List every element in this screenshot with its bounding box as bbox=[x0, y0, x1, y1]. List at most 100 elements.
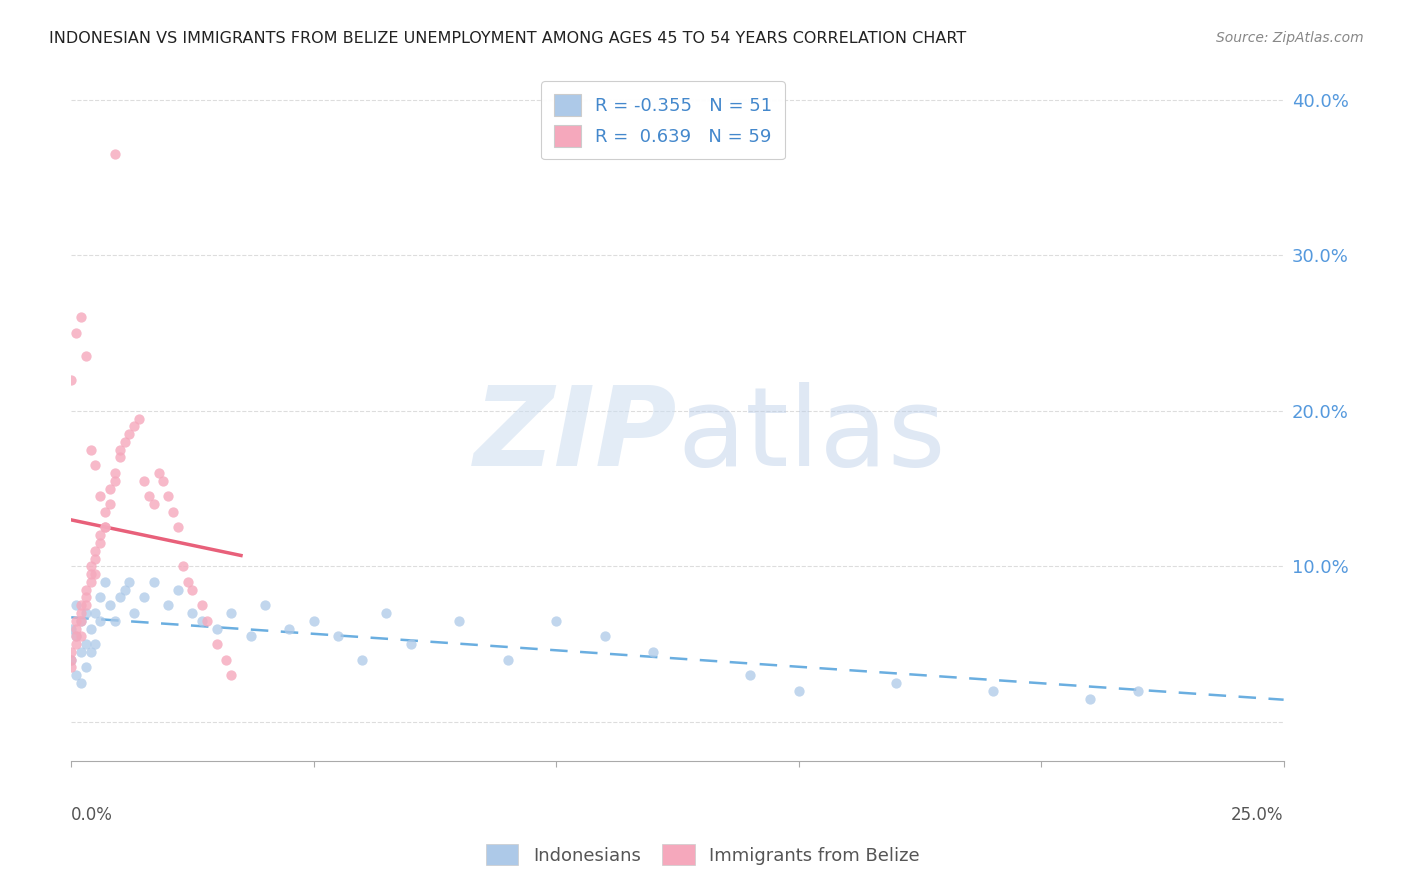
Legend: Indonesians, Immigrants from Belize: Indonesians, Immigrants from Belize bbox=[479, 837, 927, 872]
Point bbox=[65, 326, 87, 340]
Point bbox=[176, 574, 198, 589]
Point bbox=[65, 622, 87, 636]
Text: Source: ZipAtlas.com: Source: ZipAtlas.com bbox=[1216, 31, 1364, 45]
Point bbox=[124, 419, 146, 434]
Point bbox=[375, 606, 398, 620]
Point bbox=[132, 591, 155, 605]
Text: INDONESIAN VS IMMIGRANTS FROM BELIZE UNEMPLOYMENT AMONG AGES 45 TO 54 YEARS CORR: INDONESIAN VS IMMIGRANTS FROM BELIZE UNE… bbox=[49, 31, 966, 46]
Point bbox=[205, 637, 228, 651]
Point bbox=[118, 574, 141, 589]
Point bbox=[75, 606, 97, 620]
Point bbox=[181, 582, 204, 597]
Point bbox=[89, 536, 111, 550]
Point bbox=[79, 567, 101, 582]
Point bbox=[70, 629, 93, 643]
Point bbox=[108, 442, 131, 457]
Point bbox=[70, 614, 93, 628]
Point bbox=[75, 349, 97, 363]
Point bbox=[326, 629, 349, 643]
Point bbox=[1126, 683, 1149, 698]
Point bbox=[60, 622, 83, 636]
Point bbox=[114, 434, 136, 449]
Point bbox=[79, 442, 101, 457]
Point bbox=[84, 606, 107, 620]
Point bbox=[89, 591, 111, 605]
Point bbox=[79, 622, 101, 636]
Point bbox=[167, 582, 190, 597]
Point bbox=[94, 505, 117, 519]
Point bbox=[128, 411, 150, 425]
Text: ZIP: ZIP bbox=[474, 382, 678, 489]
Point bbox=[884, 676, 907, 690]
Point bbox=[94, 574, 117, 589]
Text: 0.0%: 0.0% bbox=[72, 805, 112, 824]
Point bbox=[302, 614, 325, 628]
Legend: R = -0.355   N = 51, R =  0.639   N = 59: R = -0.355 N = 51, R = 0.639 N = 59 bbox=[541, 81, 785, 160]
Point bbox=[496, 653, 519, 667]
Point bbox=[191, 599, 214, 613]
Point bbox=[195, 614, 218, 628]
Point bbox=[75, 660, 97, 674]
Point bbox=[70, 676, 93, 690]
Point bbox=[65, 629, 87, 643]
Point bbox=[108, 450, 131, 465]
Point bbox=[79, 645, 101, 659]
Point bbox=[70, 606, 93, 620]
Point bbox=[75, 637, 97, 651]
Point bbox=[98, 497, 121, 511]
Point bbox=[84, 458, 107, 473]
Point bbox=[239, 629, 262, 643]
Text: atlas: atlas bbox=[678, 382, 946, 489]
Point bbox=[449, 614, 471, 628]
Point bbox=[352, 653, 374, 667]
Point bbox=[75, 599, 97, 613]
Point bbox=[546, 614, 568, 628]
Point bbox=[70, 614, 93, 628]
Point bbox=[65, 637, 87, 651]
Point bbox=[60, 645, 83, 659]
Point bbox=[254, 599, 277, 613]
Point bbox=[142, 497, 165, 511]
Point bbox=[152, 474, 174, 488]
Point bbox=[104, 614, 127, 628]
Point bbox=[205, 622, 228, 636]
Point bbox=[108, 591, 131, 605]
Point bbox=[89, 489, 111, 503]
Point bbox=[60, 660, 83, 674]
Point bbox=[172, 559, 194, 574]
Point bbox=[89, 528, 111, 542]
Point bbox=[191, 614, 214, 628]
Point bbox=[118, 427, 141, 442]
Point bbox=[84, 567, 107, 582]
Point bbox=[84, 551, 107, 566]
Point bbox=[98, 482, 121, 496]
Point bbox=[124, 606, 146, 620]
Point bbox=[60, 373, 83, 387]
Point bbox=[132, 474, 155, 488]
Point bbox=[593, 629, 616, 643]
Point bbox=[181, 606, 204, 620]
Point bbox=[75, 582, 97, 597]
Point bbox=[148, 466, 170, 480]
Point bbox=[70, 599, 93, 613]
Point bbox=[60, 653, 83, 667]
Point bbox=[157, 599, 180, 613]
Point bbox=[94, 520, 117, 534]
Point bbox=[65, 629, 87, 643]
Point bbox=[114, 582, 136, 597]
Point bbox=[740, 668, 762, 682]
Point bbox=[65, 599, 87, 613]
Point bbox=[70, 310, 93, 325]
Point bbox=[981, 683, 1004, 698]
Point bbox=[1078, 691, 1101, 706]
Text: 25.0%: 25.0% bbox=[1232, 805, 1284, 824]
Point bbox=[75, 591, 97, 605]
Point bbox=[98, 599, 121, 613]
Point bbox=[399, 637, 422, 651]
Point bbox=[167, 520, 190, 534]
Point bbox=[162, 505, 184, 519]
Point bbox=[84, 637, 107, 651]
Point bbox=[643, 645, 665, 659]
Point bbox=[157, 489, 180, 503]
Y-axis label: Unemployment Among Ages 45 to 54 years: Unemployment Among Ages 45 to 54 years bbox=[0, 233, 8, 597]
